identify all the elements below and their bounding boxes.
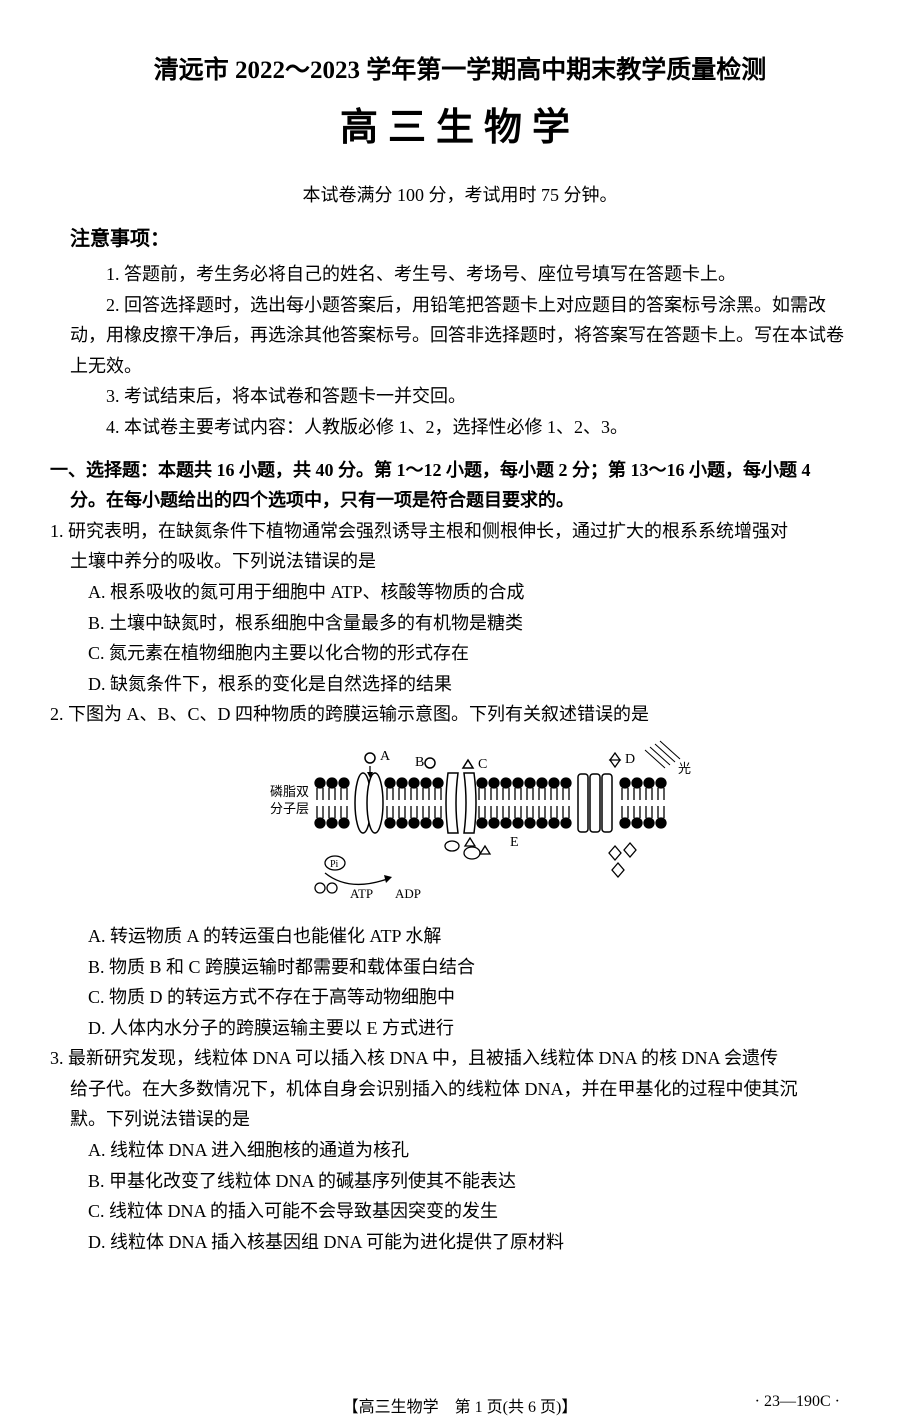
- light-icon: [645, 741, 680, 768]
- q3-stem-line3: 默。下列说法错误的是: [70, 1104, 850, 1135]
- adp-label: ADP: [395, 886, 421, 901]
- label-b: B: [415, 755, 424, 770]
- notice-item-2: 2. 回答选择题时，选出每小题答案后，用铅笔把答题卡上对应题目的答案标号涂黑。如…: [70, 290, 850, 382]
- molecule-a-top: [365, 753, 375, 763]
- notice-item-3: 3. 考试结束后，将本试卷和答题卡一并交回。: [70, 381, 850, 412]
- atp-label: ATP: [350, 886, 373, 901]
- membrane-diagram: 磷脂双 分子层: [70, 738, 850, 913]
- q2-option-c: C. 物质 D 的转运方式不存在于高等动物细胞中: [88, 982, 850, 1013]
- pi-label: Pi: [330, 859, 339, 870]
- q3-stem-line2: 给子代。在大多数情况下，机体自身会识别插入的线粒体 DNA，并在甲基化的过程中使…: [70, 1074, 850, 1105]
- molecule-d: [610, 753, 620, 767]
- section-heading-line2: 分。在每小题给出的四个选项中，只有一项是符合题目要求的。: [70, 485, 850, 516]
- q2-stem-line1: 2. 下图为 A、B、C、D 四种物质的跨膜运输示意图。下列有关叙述错误的是: [50, 699, 850, 730]
- protein-bc-icon: [446, 773, 476, 833]
- q3-option-d: D. 线粒体 DNA 插入核基因组 DNA 可能为进化提供了原材料: [88, 1227, 850, 1258]
- molecule-b: [425, 758, 435, 768]
- atp-arrow: [325, 873, 390, 884]
- footer-code: · 23—190C ·: [755, 1393, 840, 1411]
- exam-info: 本试卷满分 100 分，考试用时 75 分钟。: [70, 181, 850, 207]
- exam-title-line1: 清远市 2022～2023 学年第一学期高中期末教学质量检测: [70, 50, 850, 86]
- q2-option-d: D. 人体内水分子的跨膜运输主要以 E 方式进行: [88, 1013, 850, 1044]
- q1-option-b: B. 土壤中缺氮时，根系细胞中含量最多的有机物是糖类: [88, 608, 850, 639]
- q1-option-c: C. 氮元素在植物细胞内主要以化合物的形式存在: [88, 638, 850, 669]
- molecule-c: [463, 760, 473, 768]
- protein-a-icon: [355, 773, 383, 833]
- label-c: C: [478, 757, 487, 772]
- notice-item-1: 1. 答题前，考生务必将自己的姓名、考生号、考场号、座位号填写在答题卡上。: [70, 259, 850, 290]
- q1-stem-line1: 1. 研究表明，在缺氮条件下植物通常会强烈诱导主根和侧根伸长，通过扩大的根系系统…: [50, 516, 850, 547]
- notice-item-4: 4. 本试卷主要考试内容：人教版必修 1、2，选择性必修 1、2、3。: [70, 412, 850, 443]
- q1-stem-line2: 土壤中养分的吸收。下列说法错误的是: [70, 546, 850, 577]
- q2-option-a: A. 转运物质 A 的转运蛋白也能催化 ATP 水解: [88, 921, 850, 952]
- q2-option-b: B. 物质 B 和 C 跨膜运输时都需要和载体蛋白结合: [88, 952, 850, 983]
- q3-option-b: B. 甲基化改变了线粒体 DNA 的碱基序列使其不能表达: [88, 1166, 850, 1197]
- q3-option-c: C. 线粒体 DNA 的插入可能不会导致基因突变的发生: [88, 1196, 850, 1227]
- footer-page-label: 【高三生物学 第 1 页(共 6 页)】: [343, 1393, 578, 1417]
- q3-option-a: A. 线粒体 DNA 进入细胞核的通道为核孔: [88, 1135, 850, 1166]
- notice-heading: 注意事项：: [70, 222, 850, 251]
- protein-d-icon: [578, 774, 612, 832]
- label-e: E: [510, 835, 519, 850]
- exam-title-line2: 高三生物学: [70, 96, 850, 151]
- label-a: A: [380, 749, 391, 764]
- q1-option-a: A. 根系吸收的氮可用于细胞中 ATP、核酸等物质的合成: [88, 577, 850, 608]
- q1-option-d: D. 缺氮条件下，根系的变化是自然选择的结果: [88, 669, 850, 700]
- bilayer-label-2: 分子层: [270, 801, 309, 816]
- section-heading-line1: 一、选择题：本题共 16 小题，共 40 分。第 1～12 小题，每小题 2 分…: [50, 455, 850, 486]
- bilayer-label-1: 磷脂双: [270, 784, 309, 799]
- q3-stem-line1: 3. 最新研究发现，线粒体 DNA 可以插入核 DNA 中，且被插入线粒体 DN…: [50, 1043, 850, 1074]
- light-label: 光: [678, 761, 691, 776]
- label-d: D: [625, 752, 635, 767]
